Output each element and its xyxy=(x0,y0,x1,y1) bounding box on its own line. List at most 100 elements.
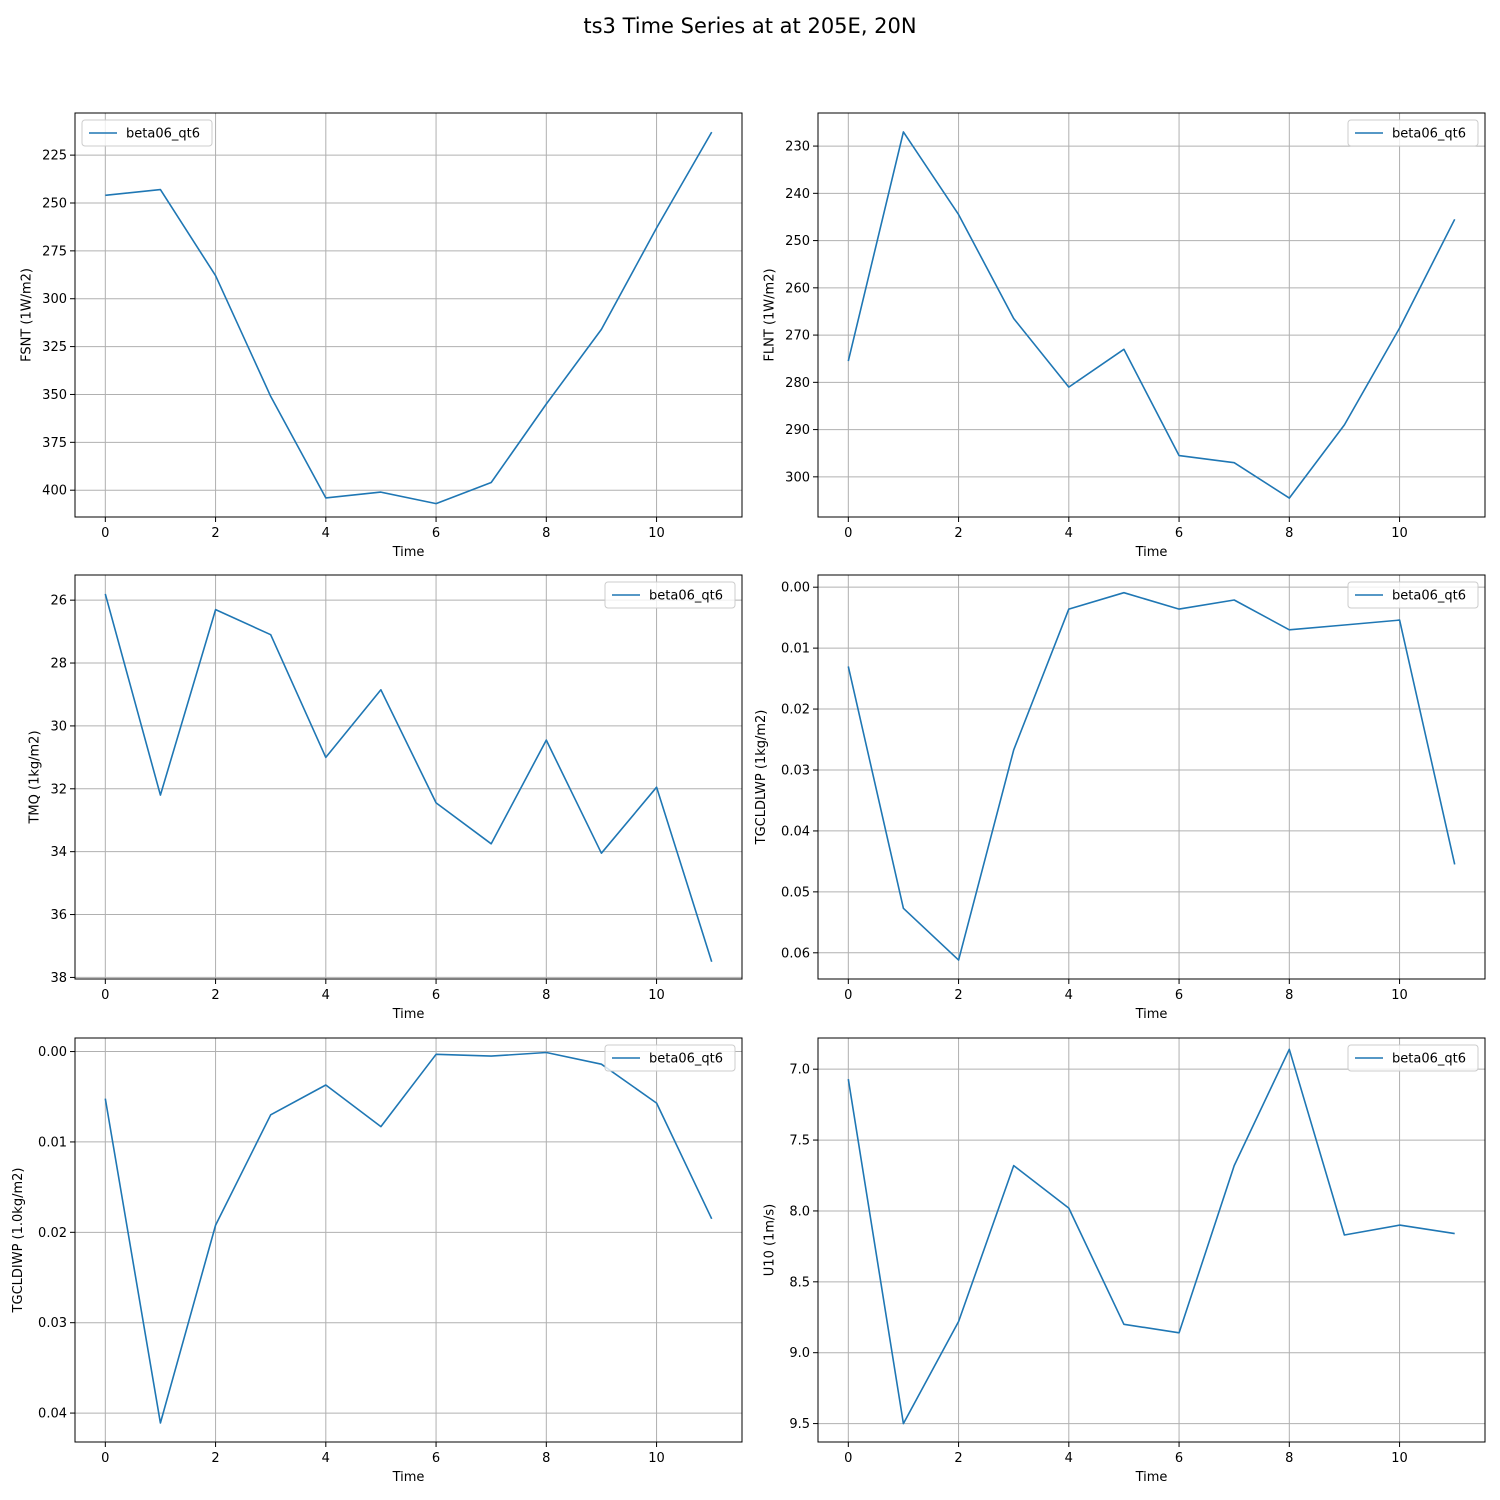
series-line-beta06_qt6 xyxy=(847,1048,1455,1425)
x-tick-label: 4 xyxy=(1065,526,1073,541)
legend: beta06_qt6 xyxy=(81,119,213,147)
y-tick-label: 300 xyxy=(785,470,810,485)
y-tick-label: 0.00 xyxy=(781,581,810,596)
y-tick-label: 0.04 xyxy=(38,1407,67,1422)
y-tick-label: 38 xyxy=(50,971,67,986)
legend-label: beta06_qt6 xyxy=(126,127,200,142)
subplot-6: 0 2 4 6 8 10 7.0 7.5 8.0 8.5 9.0 9.5 Time U10 (1m/s) b… xyxy=(762,1037,1486,1485)
x-tick-label: 2 xyxy=(954,1451,962,1466)
x-tick-label: 8 xyxy=(1285,526,1293,541)
legend: beta06_qt6 xyxy=(1347,119,1479,147)
legend: beta06_qt6 xyxy=(1347,1044,1479,1072)
y-tick-label: 240 xyxy=(785,187,810,202)
x-tick-label: 10 xyxy=(648,988,665,1003)
y-tick-label: 8.0 xyxy=(789,1204,810,1219)
x-tick-label: 10 xyxy=(1391,526,1408,541)
x-tick-label: 2 xyxy=(211,526,219,541)
x-tick-label: 0 xyxy=(844,988,852,1003)
y-tick-label: 8.5 xyxy=(789,1275,810,1290)
legend-box xyxy=(604,1044,736,1072)
x-tick-label: 0 xyxy=(844,1451,852,1466)
x-tick-label: 8 xyxy=(542,988,550,1003)
x-axis-label: Time xyxy=(392,1007,425,1022)
x-tick-label: 4 xyxy=(1065,1451,1073,1466)
legend-label: beta06_qt6 xyxy=(649,1052,723,1067)
x-axis-label: Time xyxy=(1135,1007,1168,1022)
x-tick-label: 2 xyxy=(954,526,962,541)
x-tick-label: 4 xyxy=(322,988,330,1003)
x-tick-label: 6 xyxy=(1175,1451,1183,1466)
y-tick-label: 0.03 xyxy=(781,763,810,778)
y-tick-label: 0.00 xyxy=(38,1045,67,1060)
y-tick-label: 26 xyxy=(50,594,67,609)
x-tick-label: 6 xyxy=(1175,526,1183,541)
y-tick-label: 28 xyxy=(50,657,67,672)
y-tick-label: 7.0 xyxy=(789,1063,810,1078)
y-axis-label: TGCLDIWP (1.0kg/m2) xyxy=(11,1168,26,1314)
y-tick-label: 400 xyxy=(42,484,67,499)
x-tick-label: 10 xyxy=(648,526,665,541)
legend-box xyxy=(604,581,736,609)
axes-frame xyxy=(817,1037,1486,1443)
x-tick-label: 10 xyxy=(1391,1451,1408,1466)
y-tick-label: 0.02 xyxy=(781,703,810,718)
x-tick-label: 10 xyxy=(1391,988,1408,1003)
x-tick-label: 0 xyxy=(101,1451,109,1466)
y-tick-label: 250 xyxy=(785,234,810,249)
legend-box xyxy=(1347,581,1479,609)
subplot-4: 0 2 4 6 8 10 0.00 0.01 0.02 0.03 0.04 0.05 0.06 Time T… xyxy=(754,574,1486,1022)
y-tick-label: 300 xyxy=(42,292,67,307)
y-tick-label: 34 xyxy=(50,845,67,860)
y-tick-label: 0.03 xyxy=(38,1316,67,1331)
legend-box xyxy=(81,119,213,147)
x-tick-label: 8 xyxy=(1285,1451,1293,1466)
x-tick-label: 6 xyxy=(1175,988,1183,1003)
x-tick-label: 6 xyxy=(432,526,440,541)
y-axis-label: FLNT (1W/m2) xyxy=(762,268,777,361)
figure-title: ts3 Time Series at at 205E, 20N xyxy=(583,14,917,38)
y-tick-label: 36 xyxy=(50,908,67,923)
y-tick-label: 0.01 xyxy=(781,642,810,657)
y-axis-label: U10 (1m/s) xyxy=(762,1204,777,1276)
series-line-beta06_qt6 xyxy=(847,591,1456,961)
axes-frame xyxy=(74,1037,743,1443)
y-tick-label: 275 xyxy=(42,244,67,259)
x-tick-label: 2 xyxy=(954,988,962,1003)
series-line-beta06_qt6 xyxy=(847,131,1456,499)
x-axis-label: Time xyxy=(1135,1470,1168,1485)
y-tick-label: 280 xyxy=(785,376,810,391)
x-axis-label: Time xyxy=(392,545,425,560)
x-tick-label: 0 xyxy=(101,988,109,1003)
x-tick-label: 2 xyxy=(211,988,219,1003)
x-tick-label: 6 xyxy=(432,988,440,1003)
y-tick-label: 0.05 xyxy=(781,885,810,900)
legend-box xyxy=(1347,119,1479,147)
x-tick-label: 4 xyxy=(322,526,330,541)
legend: beta06_qt6 xyxy=(604,1044,736,1072)
y-tick-label: 375 xyxy=(42,436,67,451)
y-tick-label: 290 xyxy=(785,423,810,438)
y-tick-label: 225 xyxy=(42,149,67,164)
y-tick-label: 230 xyxy=(785,140,810,155)
y-tick-label: 325 xyxy=(42,340,67,355)
y-axis-label: TMQ (1kg/m2) xyxy=(28,730,43,824)
x-axis-label: Time xyxy=(392,1470,425,1485)
y-axis-label: FSNT (1W/m2) xyxy=(19,268,34,362)
x-tick-label: 2 xyxy=(211,1451,219,1466)
y-tick-label: 9.5 xyxy=(789,1417,810,1432)
y-tick-label: 260 xyxy=(785,281,810,296)
axes-frame xyxy=(74,574,743,980)
y-tick-label: 0.02 xyxy=(38,1226,67,1241)
y-tick-label: 250 xyxy=(42,196,67,211)
legend-label: beta06_qt6 xyxy=(1392,589,1466,604)
x-tick-label: 10 xyxy=(648,1451,665,1466)
subplot-5: 0 2 4 6 8 10 0.00 0.01 0.02 0.03 0.04 Time TGCLDIWP … xyxy=(11,1037,743,1485)
legend: beta06_qt6 xyxy=(604,581,736,609)
y-tick-label: 270 xyxy=(785,329,810,344)
x-tick-label: 8 xyxy=(1285,988,1293,1003)
x-axis-label: Time xyxy=(1135,545,1168,560)
axes-frame xyxy=(817,574,1486,980)
series-line-beta06_qt6 xyxy=(104,1051,713,1424)
y-tick-label: 0.06 xyxy=(781,946,810,961)
